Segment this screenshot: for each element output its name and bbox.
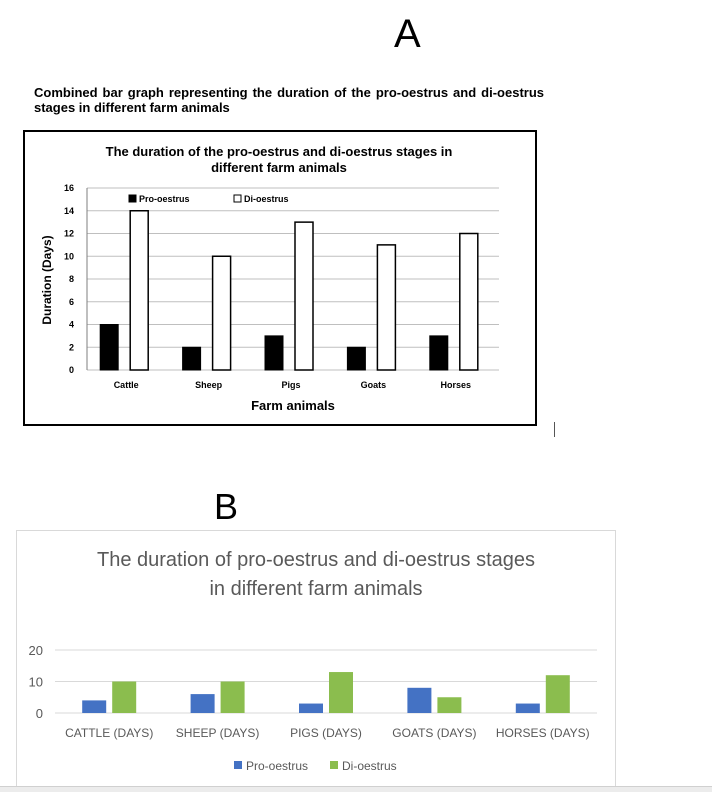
chart-b-bar-di-oestrus: [329, 672, 353, 713]
chart-b-category-label: GOATS (DAYS): [392, 726, 476, 740]
chart-a-category-label: Sheep: [195, 380, 223, 390]
chart-a-ytick-label: 14: [64, 206, 74, 216]
chart-a-ytick-label: 16: [64, 183, 74, 193]
chart-a-ytick-label: 2: [69, 342, 74, 352]
chart-b-category-label: CATTLE (DAYS): [65, 726, 153, 740]
chart-b-legend-swatch-di-oestrus: [330, 761, 338, 769]
chart-a-y-axis-label: Duration (Days): [40, 235, 54, 324]
text-cursor: [554, 422, 555, 437]
chart-b-category-label: HORSES (DAYS): [496, 726, 590, 740]
chart-a-category-label: Goats: [361, 380, 387, 390]
chart-b: The duration of pro-oestrus and di-oestr…: [29, 549, 597, 773]
chart-a: The duration of the pro-oestrus and di-o…: [40, 144, 499, 413]
panel-b-label: B: [214, 486, 239, 527]
chart-a-title-line: The duration of the pro-oestrus and di-o…: [106, 144, 453, 159]
chart-a-ytick-label: 6: [69, 297, 74, 307]
chart-b-ytick-label: 20: [29, 643, 43, 658]
chart-b-bar-pro-oestrus: [190, 694, 215, 713]
chart-b-bar-pro-oestrus: [299, 703, 323, 713]
chart-b-legend-label-di-oestrus: Di-oestrus: [342, 759, 397, 773]
chart-a-bar-pro-oestrus: [429, 335, 449, 371]
chart-b-frame[interactable]: The duration of pro-oestrus and di-oestr…: [16, 530, 616, 788]
chart-b-legend-swatch-pro-oestrus: [234, 761, 242, 769]
panel-a-caption: Combined bar graph representing the dura…: [34, 85, 544, 115]
chart-b-bar-pro-oestrus: [515, 703, 540, 713]
chart-a-bar-pro-oestrus: [99, 324, 119, 371]
chart-a-bar-di-oestrus: [459, 232, 479, 371]
chart-b-ytick-label: 0: [36, 706, 43, 721]
chart-a-bar-di-oestrus: [211, 255, 232, 371]
chart-a-category-label: Pigs: [281, 380, 300, 390]
chart-b-title-line: The duration of pro-oestrus and di-oestr…: [97, 549, 535, 571]
chart-a-bar-pro-oestrus: [346, 346, 366, 371]
bottom-scroll-strip: [0, 786, 712, 792]
chart-a-ytick-label: 4: [69, 320, 74, 330]
chart-a-ytick-label: 8: [69, 274, 74, 284]
chart-a-ytick-label: 0: [69, 365, 74, 375]
chart-a-bar-pro-oestrus: [182, 346, 202, 371]
chart-b-bar-pro-oestrus: [407, 687, 432, 713]
chart-b-ytick-label: 10: [29, 675, 43, 690]
chart-a-ytick-label: 10: [64, 251, 74, 261]
chart-a-legend-label-pro-oestrus: Pro-oestrus: [139, 194, 190, 204]
chart-a-bar-pro-oestrus: [264, 335, 284, 371]
chart-b-bar-di-oestrus: [437, 697, 462, 713]
chart-a-bar-di-oestrus: [129, 210, 149, 371]
chart-a-category-label: Cattle: [114, 380, 139, 390]
chart-a-x-axis-label: Farm animals: [251, 398, 335, 413]
chart-a-legend-swatch-pro-oestrus: [128, 194, 137, 203]
chart-b-bar-pro-oestrus: [82, 700, 107, 713]
chart-a-legend-label-di-oestrus: Di-oestrus: [244, 194, 289, 204]
chart-a-bar-di-oestrus: [376, 244, 397, 371]
chart-a-ytick-label: 12: [64, 229, 74, 239]
chart-b-legend-label-pro-oestrus: Pro-oestrus: [246, 759, 308, 773]
chart-b-category-label: PIGS (DAYS): [290, 726, 362, 740]
panel-a-label: A: [394, 12, 421, 56]
chart-a-frame: The duration of the pro-oestrus and di-o…: [23, 130, 537, 426]
chart-b-category-label: SHEEP (DAYS): [176, 726, 260, 740]
chart-a-title-line: different farm animals: [211, 160, 347, 175]
chart-a-bar-di-oestrus: [294, 221, 314, 371]
chart-b-bar-di-oestrus: [112, 681, 137, 713]
chart-b-bar-di-oestrus: [545, 675, 570, 713]
chart-b-title-line: in different farm animals: [209, 578, 422, 600]
chart-a-legend-swatch-di-oestrus: [233, 194, 242, 203]
chart-a-category-label: Horses: [441, 380, 472, 390]
chart-b-bar-di-oestrus: [220, 681, 245, 713]
